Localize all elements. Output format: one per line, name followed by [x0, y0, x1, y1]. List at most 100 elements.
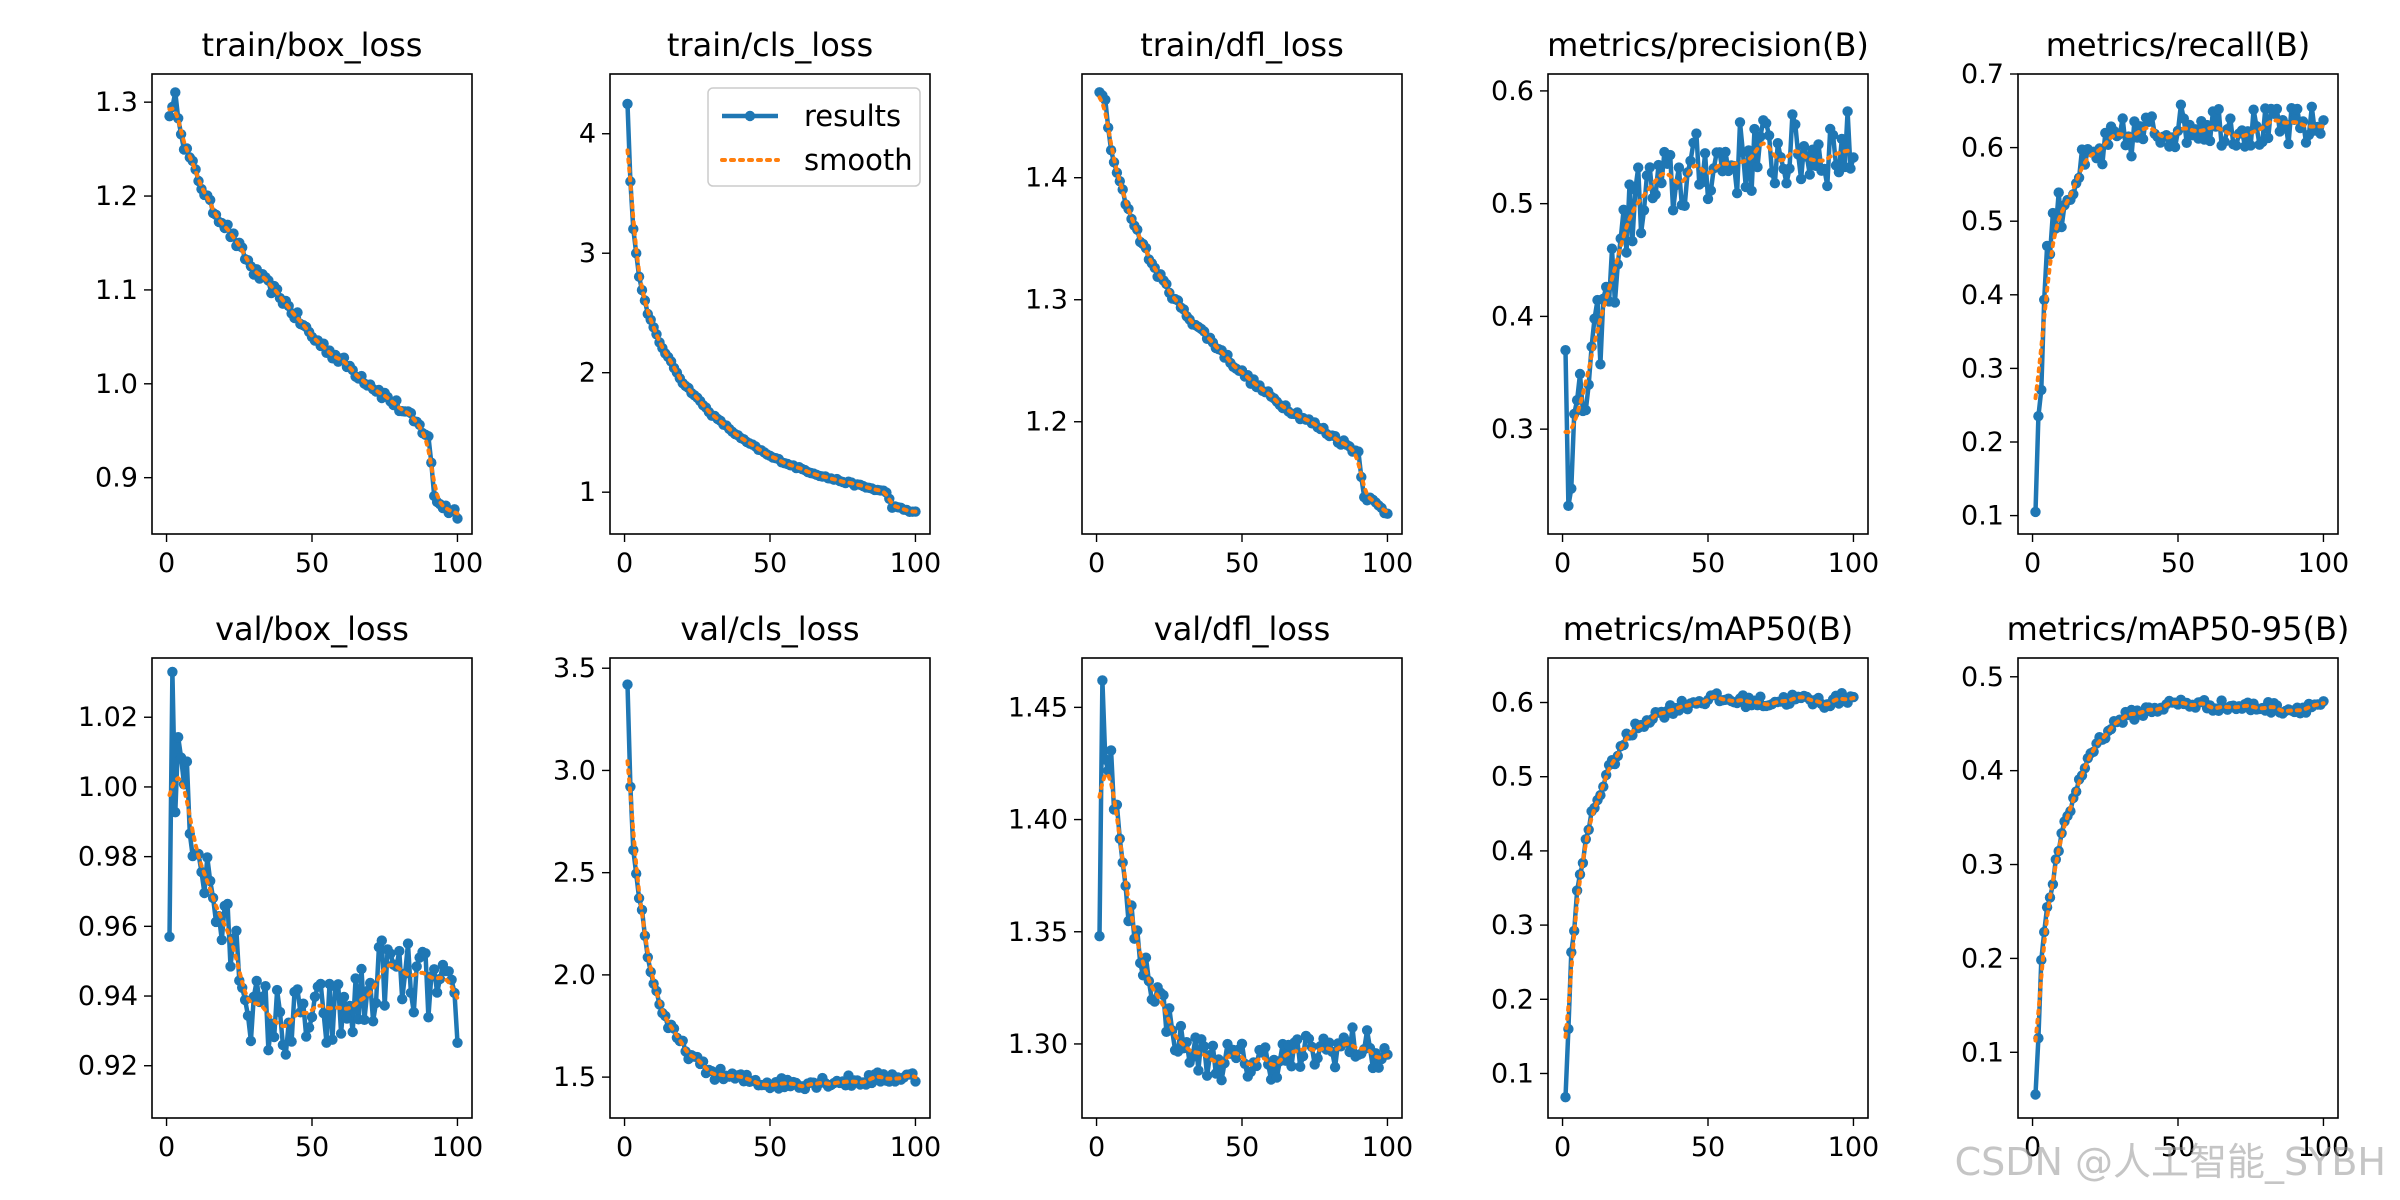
results-point	[1589, 313, 1600, 324]
y-tick-label: 0.7	[1961, 59, 2004, 90]
results-point	[2097, 159, 2108, 170]
results-point	[1312, 1053, 1323, 1064]
results-point	[333, 979, 344, 990]
results-point	[2306, 101, 2317, 113]
y-tick-label: 0.96	[78, 911, 138, 942]
results-point	[1819, 163, 1830, 175]
results-point	[1560, 1092, 1571, 1103]
results-point	[1210, 1068, 1222, 1079]
results-point	[2283, 138, 2294, 150]
results-point	[1755, 131, 1766, 142]
results-point	[2318, 115, 2329, 126]
results-point	[2137, 133, 2149, 145]
results-point	[338, 352, 350, 363]
results-point	[286, 1036, 297, 1047]
results-point	[231, 925, 242, 936]
results-point	[2181, 137, 2192, 148]
y-tick-label: 2.0	[553, 960, 596, 991]
results-point	[1650, 189, 1661, 200]
results-point	[1665, 149, 1676, 161]
results-point	[1630, 184, 1641, 195]
results-point	[1644, 162, 1656, 173]
x-tick-label: 0	[616, 548, 633, 579]
y-tick-label: 0.6	[1961, 133, 2004, 164]
y-tick-label: 0.5	[1491, 762, 1534, 793]
results-point	[429, 964, 440, 975]
results-point	[2146, 111, 2157, 122]
x-tick-label: 50	[753, 548, 787, 579]
results-point	[1752, 161, 1763, 173]
results-point	[1842, 106, 1853, 117]
y-tick-label: 0.4	[1491, 836, 1534, 867]
y-tick-label: 0.2	[1961, 427, 2004, 458]
results-point	[167, 666, 178, 678]
results-point	[2204, 135, 2216, 147]
results-point	[1149, 996, 1160, 1007]
results-point	[216, 934, 227, 946]
results-point	[1734, 117, 1746, 128]
results-point	[1769, 178, 1781, 189]
x-tick-label: 100	[890, 1132, 942, 1163]
y-tick-label: 1.02	[78, 702, 138, 733]
results-point	[269, 1031, 280, 1043]
x-tick-label: 100	[1362, 1132, 1414, 1163]
results-point	[1193, 1065, 1204, 1076]
y-tick-label: 0.3	[1961, 850, 2004, 881]
results-point	[222, 898, 233, 910]
x-tick-label: 50	[2161, 548, 2195, 579]
x-tick-label: 0	[616, 1132, 633, 1163]
results-point	[1222, 349, 1233, 361]
subplot-train-cls-loss: train/cls_loss 0 50 100 1 2 3 4 results smooth	[579, 26, 941, 579]
results-point	[1231, 1052, 1242, 1064]
results-point	[452, 513, 463, 524]
y-tick-label: 0.4	[1961, 280, 2004, 311]
results-point	[1199, 1041, 1210, 1052]
results-point	[1653, 159, 1664, 171]
x-tick-label: 0	[158, 1132, 175, 1163]
results-point	[1187, 1051, 1198, 1063]
results-point	[1633, 162, 1644, 173]
results-point	[622, 98, 633, 110]
x-tick-label: 50	[1225, 548, 1259, 579]
results-point	[1292, 1034, 1303, 1045]
results-point	[411, 961, 422, 972]
results-point	[1158, 990, 1169, 1001]
subplot-train-box-loss: train/box_loss 0 50 100 0.9 1.0 1.1 1.2 1.3	[95, 26, 483, 579]
results-point	[347, 1026, 358, 1038]
axes-frame	[2017, 657, 2339, 1119]
results-point	[170, 807, 181, 818]
y-tick-label: 1.00	[78, 772, 138, 803]
results-point	[1295, 1061, 1306, 1073]
x-tick-label: 50	[295, 1132, 329, 1163]
legend-results-marker	[744, 110, 756, 122]
axes-frame	[151, 657, 473, 1119]
y-tick-label: 0.9	[95, 463, 138, 494]
x-tick-label: 50	[1691, 548, 1725, 579]
results-point	[1635, 227, 1647, 239]
results-point	[1790, 119, 1801, 130]
subplot-metrics-recall-b: metrics/recall(B) 0 50 100 0.1 0.2 0.3 0.4 0.5 0.…	[1961, 26, 2349, 579]
y-tick-label: 1.40	[1008, 805, 1068, 836]
results-point	[2271, 103, 2283, 115]
results-point	[1618, 204, 1629, 215]
subplot-val-cls-loss: val/cls_loss 0 50 100 1.5 2.0 2.5 3.0 3.5	[553, 610, 941, 1163]
results-point	[1772, 138, 1784, 149]
chart-title: metrics/recall(B)	[2046, 26, 2311, 64]
results-series-line	[1097, 678, 1390, 1083]
smooth-series-line	[1097, 772, 1390, 1068]
y-tick-label: 1.45	[1008, 692, 1068, 723]
y-tick-label: 0.6	[1491, 688, 1534, 719]
y-tick-label: 1.2	[95, 181, 138, 212]
y-tick-label: 0.98	[78, 842, 138, 873]
results-point	[2225, 113, 2236, 124]
results-point	[1766, 167, 1778, 178]
results-point	[431, 987, 443, 998]
axes-frame	[1547, 657, 1869, 1119]
results-point	[1239, 1058, 1251, 1070]
y-tick-label: 3	[579, 238, 596, 269]
subplot-train-dfl-loss: train/dfl_loss 0 50 100 1.2 1.3 1.4	[1025, 26, 1413, 579]
results-point	[338, 991, 350, 1003]
results-point	[715, 1063, 726, 1075]
results-point	[1761, 118, 1772, 129]
results-series-line	[1563, 690, 1854, 1098]
